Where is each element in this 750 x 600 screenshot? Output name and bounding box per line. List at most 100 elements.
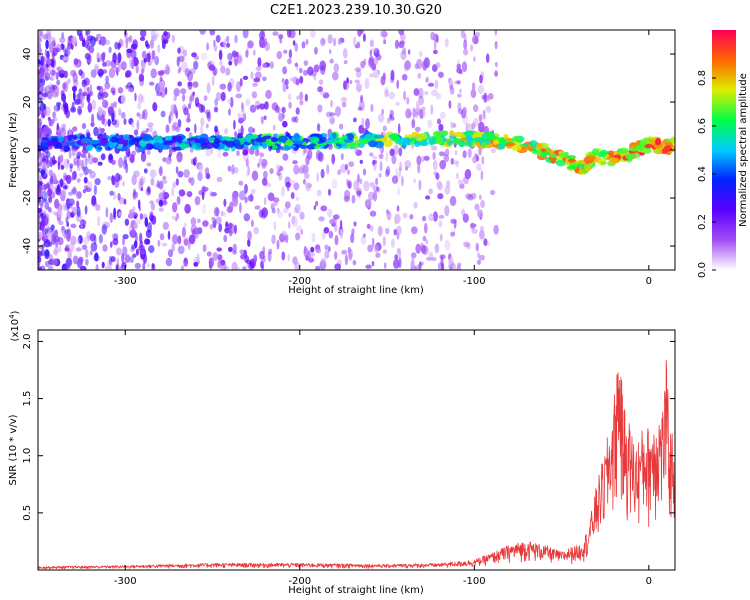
heatmap-noise-cell [279, 37, 283, 44]
heatmap-noise-cell [471, 82, 476, 92]
heatmap-noise-cell [87, 102, 93, 113]
heatmap-noise-cell [48, 196, 53, 204]
heatmap-ridge-cell [128, 138, 136, 146]
heatmap-noise-cell [397, 123, 401, 135]
heatmap-noise-cell [70, 223, 77, 229]
heatmap-noise-cell [326, 164, 330, 175]
heatmap-noise-cell [226, 35, 230, 43]
heatmap-noise-cell [304, 172, 310, 179]
heatmap-noise-cell [464, 169, 472, 180]
heatmap-noise-cell [105, 39, 110, 46]
heatmap-ridge-cell [89, 140, 100, 145]
heatmap-noise-cell [115, 264, 119, 270]
heatmap-noise-cell [478, 254, 485, 261]
heatmap-noise-cell [470, 89, 477, 99]
heatmap-noise-cell [240, 254, 246, 260]
heatmap-noise-cell [235, 93, 243, 99]
heatmap-noise-cell [175, 166, 179, 174]
heatmap-noise-cell [352, 259, 357, 266]
heatmap-noise-cell [418, 50, 423, 58]
heatmap-ridge-cell [567, 165, 577, 170]
heatmap-noise-cell [146, 187, 151, 193]
heatmap-noise-cell [50, 224, 55, 231]
heatmap-noise-cell [482, 116, 487, 121]
heatmap-ridge-cell [278, 135, 288, 143]
heatmap-noise-cell [101, 114, 105, 125]
heatmap-noise-cell [417, 163, 421, 174]
heatmap-noise-cell [239, 249, 246, 255]
heatmap-y-tick-label: 0 [22, 147, 33, 153]
heatmap-noise-cell [91, 99, 97, 111]
heatmap-noise-cell [288, 101, 292, 109]
heatmap-noise-cell [289, 77, 295, 82]
snr-y-multiplier-base: (x10 [10, 319, 21, 342]
heatmap-noise-cell [353, 180, 360, 191]
heatmap-noise-cell [244, 183, 248, 194]
heatmap-noise-cell [466, 242, 471, 250]
heatmap-noise-cell [313, 64, 320, 73]
heatmap-noise-cell [274, 200, 278, 206]
heatmap-noise-cell [211, 216, 216, 222]
heatmap-noise-cell [360, 94, 364, 103]
heatmap-noise-cell [82, 189, 86, 194]
heatmap-noise-cell [233, 119, 236, 130]
heatmap-noise-cell [107, 118, 111, 127]
heatmap-noise-cell [85, 187, 92, 192]
heatmap-noise-cell [396, 205, 400, 212]
heatmap-noise-cell [159, 76, 163, 82]
heatmap-noise-cell [331, 217, 338, 227]
heatmap-noise-cell [432, 160, 438, 171]
heatmap-ridge-cell [585, 155, 596, 161]
heatmap-noise-cell [200, 117, 205, 127]
heatmap-noise-cell [178, 55, 185, 63]
heatmap-noise-cell [165, 124, 170, 133]
heatmap-noise-cell [135, 218, 142, 225]
heatmap-noise-cell [185, 117, 191, 123]
heatmap-noise-cell [228, 60, 233, 66]
heatmap-ridge-cell [85, 144, 94, 151]
heatmap-noise-cell [139, 175, 146, 185]
heatmap-noise-cell [261, 265, 265, 270]
heatmap-noise-cell [316, 172, 319, 183]
heatmap-noise-cell [38, 266, 43, 270]
heatmap-noise-cell [72, 126, 78, 132]
heatmap-noise-cell [385, 166, 391, 176]
heatmap-noise-cell [434, 79, 439, 90]
heatmap-noise-cell [134, 92, 137, 102]
heatmap-noise-cell [60, 124, 65, 133]
heatmap-noise-cell [76, 178, 81, 183]
heatmap-noise-cell [140, 68, 145, 75]
heatmap-noise-cell [217, 260, 221, 269]
heatmap-noise-cell [72, 255, 79, 265]
heatmap-noise-cell [105, 207, 109, 218]
heatmap-noise-cell [477, 209, 484, 218]
heatmap-noise-cell [228, 222, 233, 229]
heatmap-noise-cell [226, 206, 233, 213]
heatmap-noise-cell [73, 156, 79, 165]
heatmap-noise-cell [368, 191, 375, 201]
heatmap-noise-cell [111, 233, 116, 240]
heatmap-noise-cell [294, 203, 301, 214]
heatmap-noise-cell [140, 254, 145, 260]
heatmap-noise-cell [101, 52, 105, 63]
heatmap-noise-cell [287, 93, 292, 101]
heatmap-noise-cell [331, 178, 338, 189]
heatmap-noise-cell [42, 236, 47, 242]
heatmap-noise-cell [262, 76, 267, 82]
heatmap-noise-cell [57, 210, 63, 218]
heatmap-noise-cell [362, 233, 366, 238]
heatmap-noise-cell [384, 227, 390, 235]
heatmap-noise-cell [258, 157, 263, 165]
heatmap-noise-cell [450, 121, 454, 129]
heatmap-noise-cell [135, 65, 139, 74]
heatmap-noise-cell [411, 144, 415, 149]
heatmap-ridge-cell [119, 134, 125, 141]
heatmap-noise-cell [217, 254, 223, 261]
heatmap-noise-cell [477, 259, 481, 265]
heatmap-ridge-cell [293, 139, 304, 145]
heatmap-noise-cell [356, 83, 362, 93]
heatmap-noise-cell [79, 32, 83, 42]
heatmap-noise-cell [111, 159, 116, 165]
heatmap-noise-cell [126, 36, 131, 42]
heatmap-noise-cell [236, 150, 240, 157]
